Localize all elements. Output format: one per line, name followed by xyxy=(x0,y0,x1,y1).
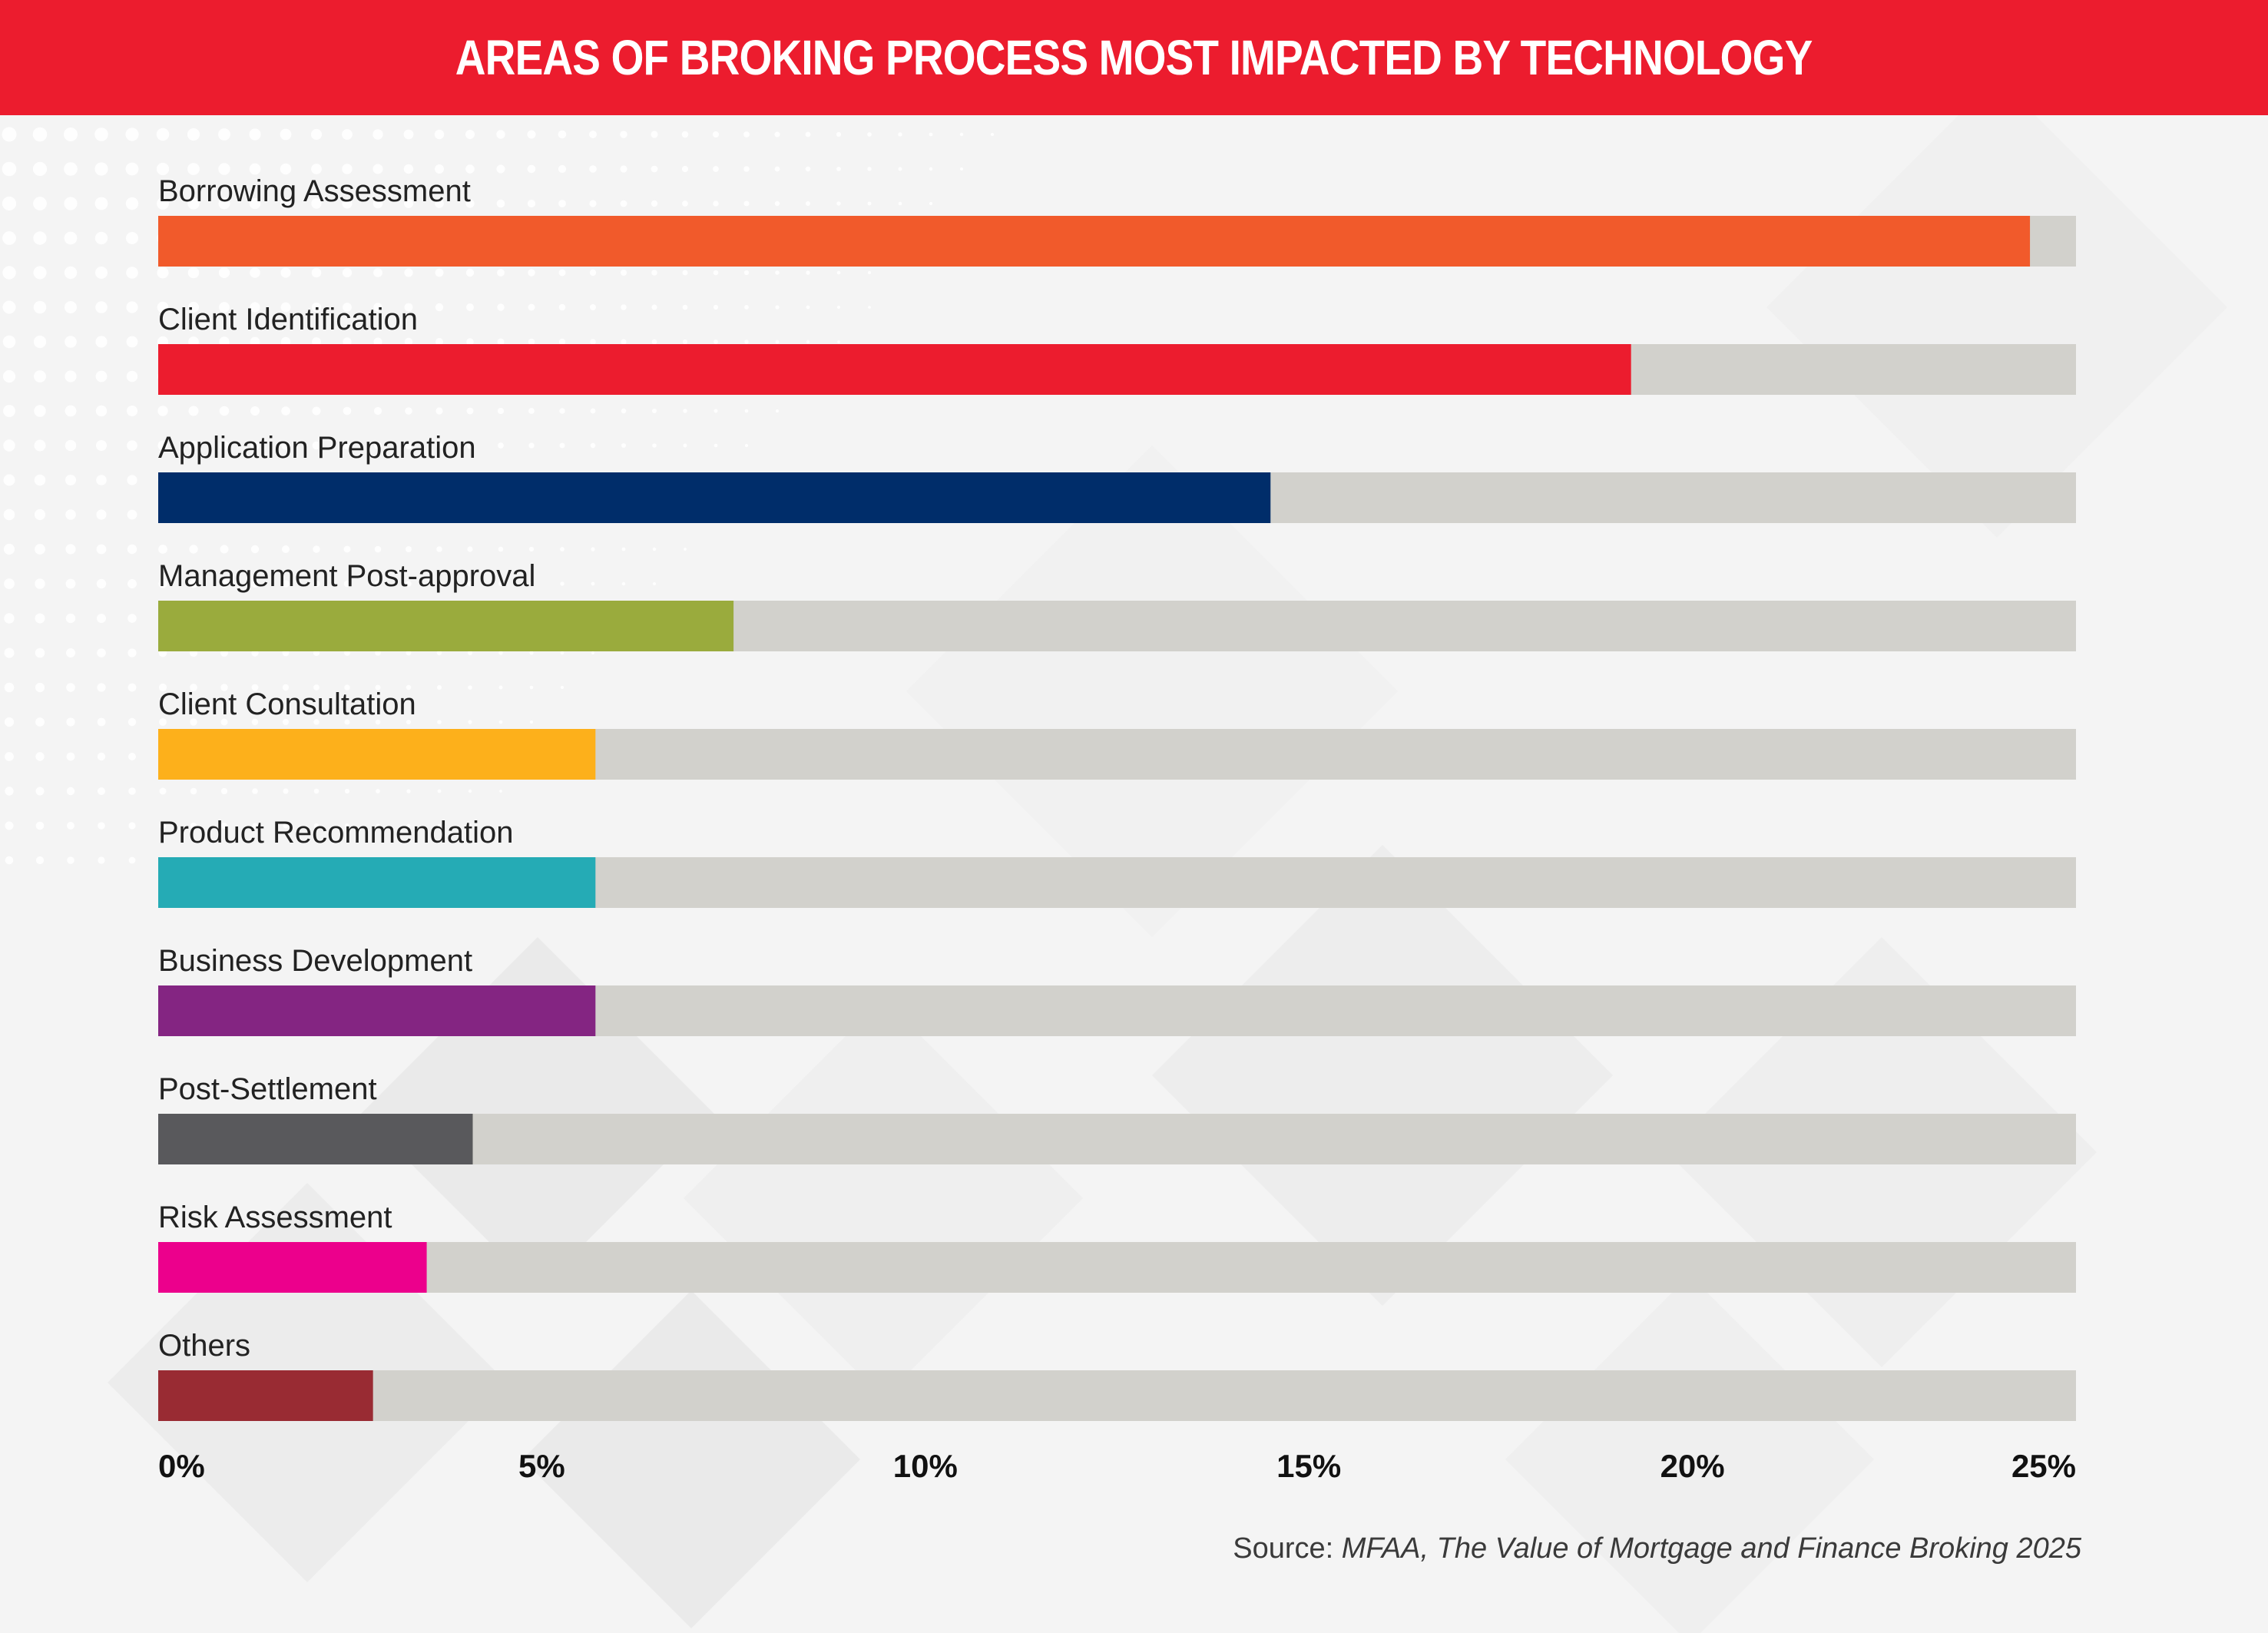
category-label: Product Recommendation xyxy=(158,816,513,850)
category-label: Post-Settlement xyxy=(158,1072,377,1106)
source-prefix: Source: xyxy=(1233,1532,1342,1565)
category-label: Risk Assessment xyxy=(158,1201,392,1234)
title-bar: AREAS OF BROKING PROCESS MOST IMPACTED B… xyxy=(0,0,2268,115)
chart-title: AREAS OF BROKING PROCESS MOST IMPACTED B… xyxy=(455,30,1813,85)
x-tick-label: 15% xyxy=(1276,1448,1341,1484)
bar-management-post-approval xyxy=(158,601,734,651)
bar-track xyxy=(158,1370,2076,1421)
bar-post-settlement xyxy=(158,1114,473,1164)
x-tick-label: 25% xyxy=(2011,1448,2076,1484)
x-tick-label: 0% xyxy=(158,1448,205,1484)
bar-risk-assessment xyxy=(158,1242,427,1293)
category-label: Client Identification xyxy=(158,303,418,336)
category-label: Management Post-approval xyxy=(158,559,535,593)
x-tick-label: 5% xyxy=(518,1448,565,1484)
bar-client-consultation xyxy=(158,729,596,780)
category-label: Others xyxy=(158,1329,250,1363)
category-label: Application Preparation xyxy=(158,431,476,465)
x-tick-label: 10% xyxy=(893,1448,958,1484)
bar-product-recommendation xyxy=(158,857,596,908)
category-label: Borrowing Assessment xyxy=(158,174,471,208)
bar-others xyxy=(158,1370,373,1421)
bar-track xyxy=(158,1114,2076,1164)
category-label: Client Consultation xyxy=(158,687,416,721)
category-label: Business Development xyxy=(158,944,472,978)
bar-business-development xyxy=(158,985,596,1036)
x-tick-label: 20% xyxy=(1660,1448,1725,1484)
bar-client-identification xyxy=(158,344,1631,395)
bar-track xyxy=(158,1242,2076,1293)
source-text: MFAA, The Value of Mortgage and Finance … xyxy=(1341,1532,2081,1565)
source-note: Source: MFAA, The Value of Mortgage and … xyxy=(1233,1532,2081,1565)
bar-borrowing-assessment xyxy=(158,216,2031,267)
bar-application-preparation xyxy=(158,472,1271,523)
